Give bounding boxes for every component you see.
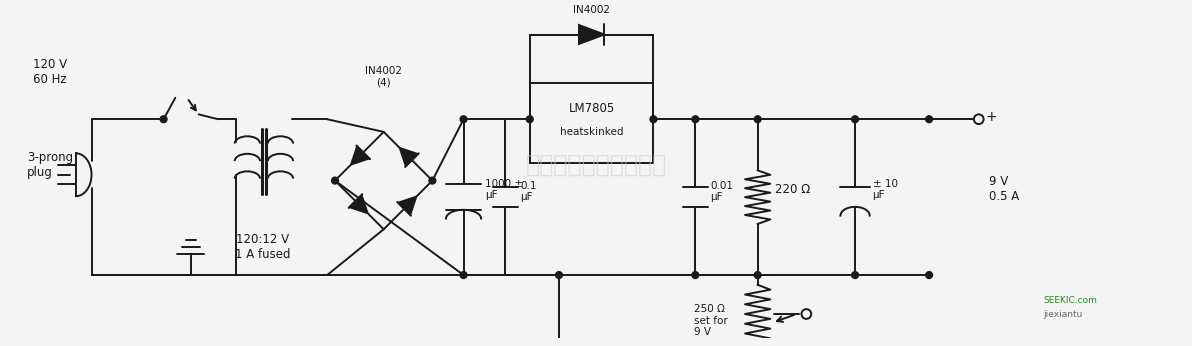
Bar bbox=[529, 83, 653, 163]
Circle shape bbox=[527, 116, 533, 122]
Polygon shape bbox=[399, 148, 418, 166]
Circle shape bbox=[429, 177, 436, 184]
Text: LM7805: LM7805 bbox=[569, 102, 615, 115]
Text: IN4002
(4): IN4002 (4) bbox=[365, 66, 402, 87]
Circle shape bbox=[851, 272, 858, 279]
Circle shape bbox=[691, 272, 699, 279]
Text: heatskinked: heatskinked bbox=[560, 127, 623, 137]
Text: SEEKIC.com: SEEKIC.com bbox=[1043, 296, 1097, 305]
Circle shape bbox=[460, 116, 467, 122]
Text: 220 Ω: 220 Ω bbox=[775, 183, 811, 196]
Text: 120 V
60 Hz: 120 V 60 Hz bbox=[33, 58, 67, 86]
Circle shape bbox=[926, 272, 932, 279]
Circle shape bbox=[331, 177, 339, 184]
Text: +: + bbox=[986, 110, 998, 124]
Circle shape bbox=[926, 116, 932, 122]
Text: 0.1
μF: 0.1 μF bbox=[520, 181, 536, 202]
Circle shape bbox=[851, 116, 858, 122]
Text: 3-prong
plug: 3-prong plug bbox=[27, 151, 74, 179]
Polygon shape bbox=[579, 25, 604, 44]
Circle shape bbox=[691, 116, 699, 122]
Polygon shape bbox=[398, 197, 416, 215]
Text: 0.01
μF: 0.01 μF bbox=[710, 181, 733, 202]
Text: IN4002: IN4002 bbox=[573, 5, 610, 15]
Text: 1000 ±
μF: 1000 ± μF bbox=[485, 179, 523, 200]
Circle shape bbox=[755, 116, 760, 122]
Polygon shape bbox=[349, 195, 367, 213]
Text: 9 V
0.5 A: 9 V 0.5 A bbox=[989, 175, 1019, 203]
Polygon shape bbox=[352, 146, 370, 164]
Circle shape bbox=[755, 272, 760, 279]
Circle shape bbox=[160, 116, 167, 122]
Text: 杭州将睿科技有限公司: 杭州将睿科技有限公司 bbox=[526, 153, 666, 177]
Circle shape bbox=[650, 116, 657, 122]
Circle shape bbox=[555, 272, 563, 279]
Text: 120:12 V
1 A fused: 120:12 V 1 A fused bbox=[235, 233, 291, 261]
Text: jiexiantu: jiexiantu bbox=[1043, 310, 1082, 319]
Text: ± 10
μF: ± 10 μF bbox=[873, 179, 898, 200]
Circle shape bbox=[460, 272, 467, 279]
Text: 250 Ω
set for
9 V: 250 Ω set for 9 V bbox=[695, 304, 728, 337]
